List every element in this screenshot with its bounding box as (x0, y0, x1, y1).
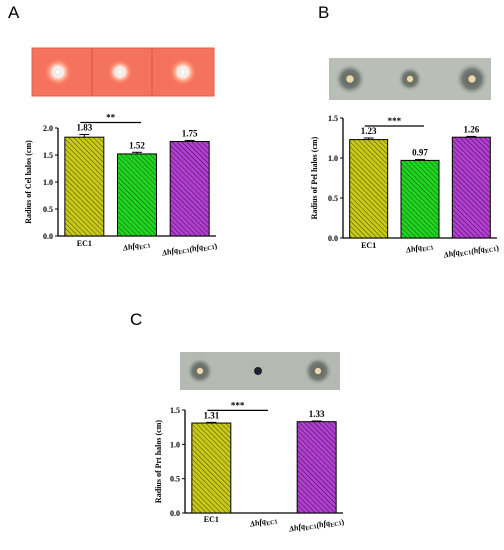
y-tick-label: 1.0 (328, 154, 338, 163)
bar (451, 136, 491, 239)
category-label: ΔhfqEC1(hfqEC1) (442, 239, 500, 263)
category-label: ΔhfqEC1 (121, 238, 151, 255)
y-tick-label: 0.0 (43, 232, 53, 241)
y-tick-label: 1.5 (328, 114, 338, 123)
panel-letter-a: A (8, 3, 20, 22)
value-label: 1.31 (203, 410, 219, 420)
plate-photo-b (329, 58, 491, 100)
plate-photo-c (180, 352, 340, 390)
y-tick-label: 0.5 (170, 475, 180, 484)
significance-marker: *** (231, 400, 245, 410)
value-label: 1.52 (129, 140, 145, 150)
y-axis-label: Radius of Pel halos (cm) (310, 136, 319, 219)
y-tick-label: 0.0 (170, 509, 180, 518)
category-label: EC1 (204, 515, 219, 524)
category-label: ΔhfqEC1(hfqEC1) (287, 513, 345, 537)
value-label: 1.23 (361, 126, 377, 136)
bar (169, 141, 210, 237)
value-label: 1.33 (309, 409, 325, 419)
value-label: 0.97 (412, 148, 428, 158)
bar (191, 422, 232, 514)
y-tick-label: 0.0 (328, 234, 338, 243)
y-tick-label: 1.0 (170, 440, 180, 449)
significance-marker: ** (106, 112, 116, 122)
y-tick-label: 2.0 (43, 124, 53, 133)
y-tick-label: 1.0 (43, 178, 53, 187)
category-label: EC1 (77, 239, 92, 248)
plate-photo-a (31, 47, 215, 97)
value-label: 1.26 (463, 124, 479, 134)
panel-letter-b: B (318, 3, 329, 22)
bar (296, 421, 337, 514)
y-tick-label: 1.5 (43, 151, 53, 160)
category-label: ΔhfqEC1(hfqEC1) (160, 237, 218, 261)
y-axis-label: Radius of Prt halos (cm) (154, 420, 163, 503)
y-tick-label: 0.5 (328, 194, 338, 203)
bar (349, 139, 389, 239)
category-label: ΔhfqEC1 (248, 514, 278, 531)
significance-marker: *** (388, 116, 402, 126)
chart-panel-c: 0.0 0.5 1.0 1.5 Radius of Prt halos (cm) 1.31… (154, 400, 345, 537)
value-label: 1.83 (76, 122, 92, 132)
y-tick-label: 1.5 (170, 406, 180, 415)
category-label: ΔhfqEC1 (404, 240, 434, 257)
panel-letter-c: C (130, 310, 142, 329)
value-label: 1.75 (182, 128, 198, 138)
category-label: EC1 (361, 241, 376, 250)
bar (64, 136, 105, 237)
bar (400, 159, 440, 239)
chart-panel-a: 0.0 0.5 1.0 1.5 2.0 Radius of Cel halos (cm) 1… (24, 112, 218, 261)
y-tick-label: 0.5 (43, 205, 53, 214)
y-axis-label: Radius of Cel halos (cm) (24, 140, 33, 224)
chart-panel-b: 0.0 0.5 1.0 1.5 Radius of Pel halos (cm) 1.23… (310, 114, 500, 263)
bar (117, 153, 157, 237)
